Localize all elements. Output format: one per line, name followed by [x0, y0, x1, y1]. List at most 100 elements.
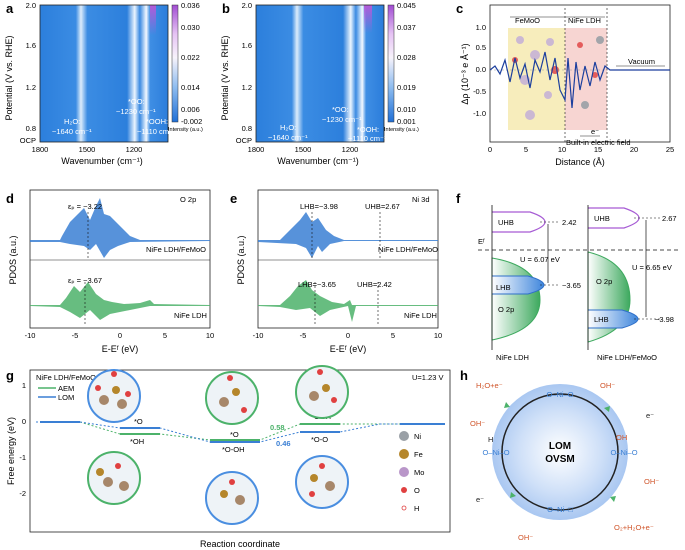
- cbar-a-1: 0.030: [181, 23, 200, 32]
- lhb-e-bot: LHB=−3.65: [298, 280, 336, 289]
- cycle-ring: [501, 393, 619, 511]
- ylabel-a: Potential (V vs. RHE): [4, 35, 14, 120]
- panel-e: e Ni 3d LHB=−3.98 UHB=2.67 LHB=−3.65 UHB…: [230, 189, 442, 354]
- legend-h: H: [414, 504, 419, 513]
- fermi-label: Eᶠ: [478, 237, 485, 246]
- spectrum-map-b: [256, 5, 384, 142]
- name-d-top: NiFe LDH/FeMoO: [146, 245, 206, 254]
- state-right: O–Ni–O: [610, 448, 637, 457]
- region-nife: NiFe LDH: [568, 16, 601, 25]
- uhb-label-left: UHB: [498, 218, 514, 227]
- u-right: U = 6.65 eV: [632, 263, 672, 272]
- cbar-b-label: Intensity (a.u.): [384, 127, 419, 133]
- value-lom: 0.46: [276, 439, 291, 448]
- spectrum-map-a: [40, 5, 168, 142]
- uhb-val-left: 2.42: [562, 218, 577, 227]
- cbar-b-5: 0.001: [397, 117, 416, 126]
- frame-g: [29, 369, 451, 533]
- hotspot-b: [364, 5, 372, 33]
- ann-a-ooh: *OOH:: [146, 117, 168, 126]
- xtick-b-1200: 1200: [342, 145, 359, 154]
- cbar-b-0: 0.045: [397, 1, 416, 10]
- ylabel-b: Potential (V vs. RHE): [220, 35, 230, 120]
- panel-label-e: e: [230, 191, 237, 206]
- uhb-e-bot: UHB=2.42: [357, 280, 392, 289]
- ylabel-g: Free energy (eV): [6, 417, 16, 485]
- orbital-d: O 2p: [180, 195, 196, 204]
- panel-label-g: g: [6, 368, 14, 383]
- cbar-a-0: 0.036: [181, 1, 200, 10]
- xlabel-a: Wavenumber (cm⁻¹): [61, 156, 142, 166]
- xtick-d-m10: -10: [25, 331, 36, 340]
- xtick-b-1800: 1800: [248, 145, 265, 154]
- h-left-oh: OH⁻: [470, 419, 485, 428]
- legend-ni: Ni: [414, 432, 421, 441]
- ytick-b-ocp: OCP: [236, 136, 252, 145]
- name-f-left: NiFe LDH: [496, 353, 529, 362]
- pdos-e-top: [258, 212, 438, 258]
- state-top: O–Ni–O: [546, 390, 573, 399]
- cbar-a-label: Intensity (a.u.): [168, 127, 203, 133]
- ytick-g-m1: -1: [19, 453, 26, 462]
- ytick-a-ocp: OCP: [20, 136, 36, 145]
- ann-b-oo: *OO:: [332, 105, 349, 114]
- structure-circles: [87, 365, 349, 525]
- xlabel-e: E-Eᶠ (eV): [330, 344, 367, 354]
- o2p-label-right: O 2p: [596, 277, 612, 286]
- charge-density-curve: [489, 51, 670, 109]
- h-bottom-oh: OH⁻: [518, 533, 533, 542]
- legend-o-atom: O: [414, 486, 420, 495]
- colorbar-b: [387, 4, 395, 123]
- xtick-e-10: 10: [434, 331, 442, 340]
- state-left: O–Ni–O: [482, 448, 509, 457]
- ytick-c-m1.0: -1.0: [473, 109, 486, 118]
- panel-label-d: d: [6, 191, 14, 206]
- xtick-c-0: 0: [488, 145, 492, 154]
- cycle-arrows: [504, 402, 616, 502]
- name-f-right: NiFe LDH/FeMoO: [597, 353, 657, 362]
- h-bottom-right: O₂+H₂O+e⁻: [614, 523, 654, 532]
- xlabel-c: Distance (Å): [555, 157, 605, 167]
- ylabel-d: PDOS (a.u.): [8, 235, 18, 284]
- h-left-e: e⁻: [476, 495, 484, 504]
- cbar-b-4: 0.010: [397, 105, 416, 114]
- ytick-c-0.0: 0.0: [476, 65, 486, 74]
- lhb-e-top: LHB=−3.98: [300, 202, 338, 211]
- potential-label: U=1.23 V: [412, 373, 443, 382]
- legend-title-g: NiFe LDH/FeMoO: [36, 373, 96, 382]
- ann-b-ooh-wn: ~1110 cm⁻¹: [348, 134, 387, 143]
- xtick-d-0: 0: [118, 331, 122, 340]
- ann-a-oo: *OO:: [128, 97, 145, 106]
- cbar-a-5: -0.002: [181, 117, 202, 126]
- legend-lom: LOM: [58, 393, 74, 402]
- cbar-b-1: 0.037: [397, 23, 416, 32]
- xtick-c-20: 20: [630, 145, 638, 154]
- panel-label-h: h: [460, 368, 468, 383]
- step-oh: *OH: [130, 437, 144, 446]
- ytick-b-1.2: 1.2: [242, 83, 252, 92]
- ytick-a-1.6: 1.6: [26, 41, 36, 50]
- o2p-band-left: [491, 257, 541, 341]
- ytick-c-m0.5: -0.5: [473, 87, 486, 96]
- ytick-a-2.0: 2.0: [26, 1, 36, 10]
- panel-a: a Potential (V vs. RHE) 2.0 1.6 1.2 0.8 …: [4, 1, 203, 166]
- lom-glow: [492, 384, 628, 520]
- panel-label-f: f: [456, 191, 461, 206]
- center-lom: LOM: [549, 441, 571, 452]
- name-e-bot: NiFe LDH: [404, 311, 437, 320]
- ytick-b-2.0: 2.0: [242, 1, 252, 10]
- xtick-a-1800: 1800: [32, 145, 49, 154]
- ann-a-ooh-wn: ~1110 cm⁻¹: [137, 127, 176, 136]
- step-o-oh: *O-OH: [222, 445, 245, 454]
- ann-b-h2o-wn: ~1640 cm⁻¹: [268, 133, 308, 142]
- xtick-c-25: 25: [666, 145, 674, 154]
- o2p-label-left: O 2p: [498, 305, 514, 314]
- pdos-e-bot: [258, 280, 438, 322]
- state-bottom: O–Ni–□: [547, 505, 573, 514]
- ann-b-oo-wn: ~1230 cm⁻¹: [322, 115, 362, 124]
- atom-cluster: [512, 36, 604, 120]
- xlabel-d: E-Eᶠ (eV): [102, 344, 139, 354]
- uhb-e-top: UHB=2.67: [365, 202, 400, 211]
- xtick-e-m10: -10: [253, 331, 264, 340]
